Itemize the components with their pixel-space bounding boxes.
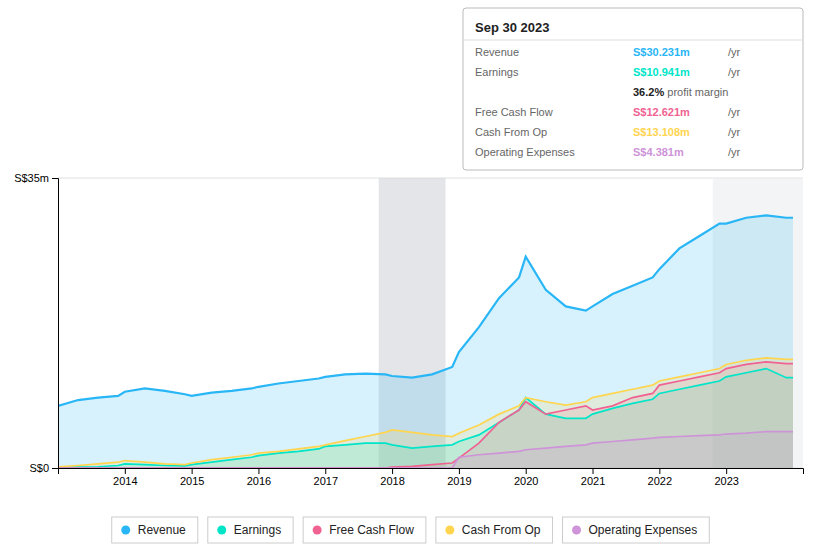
x-axis: 2014 2015 2016 2017 2018 2019 2020 2021 2022 2023 — [59, 468, 804, 487]
info-unit: /yr — [725, 126, 741, 138]
legend-box — [563, 517, 710, 543]
x-tick-label: 2021 — [581, 475, 605, 487]
y-tick-mark — [52, 468, 58, 469]
legend-box — [436, 517, 553, 543]
x-tick: 2017 — [314, 468, 338, 487]
series-line — [58, 362, 793, 468]
legend-box — [208, 517, 293, 543]
info-unit: /yr — [725, 146, 741, 158]
legend-label: Earnings — [234, 523, 281, 537]
info-value: S$10.941m — [633, 66, 690, 78]
x-tick: 2021 — [581, 468, 605, 487]
x-tick-mark — [659, 468, 660, 474]
x-tick-mark — [325, 468, 326, 474]
x-tick: 2022 — [648, 468, 672, 487]
info-unit: /yr — [725, 46, 741, 58]
info-label: Free Cash Flow — [475, 106, 553, 118]
y-tick-mark — [52, 178, 58, 179]
legend-box — [303, 517, 426, 543]
series-area — [58, 215, 793, 468]
info-value: S$13.108m — [633, 126, 690, 138]
info-unit: /yr — [725, 106, 741, 118]
legend-label: Operating Expenses — [589, 523, 698, 537]
legend-swatch — [572, 526, 581, 535]
x-tick: 2016 — [247, 468, 271, 487]
x-tick: 2020 — [514, 468, 538, 487]
info-box-frame — [463, 8, 803, 170]
y-axis: S$0 S$35m — [14, 172, 58, 474]
x-tick-label: 2023 — [714, 475, 738, 487]
legend-label: Free Cash Flow — [329, 523, 414, 537]
plot-area — [58, 178, 803, 468]
legend-item: Earnings — [208, 517, 293, 543]
legend-swatch — [313, 526, 322, 535]
x-tick-label: 2016 — [247, 475, 271, 487]
legend-swatch — [445, 526, 454, 535]
x-tick-mark — [726, 468, 727, 474]
info-title: Sep 30 2023 — [475, 20, 549, 35]
x-tick-mark — [459, 468, 460, 474]
x-tick-label: 2022 — [648, 475, 672, 487]
x-tick: 2018 — [380, 468, 404, 487]
series-line — [58, 432, 793, 468]
x-tick-mark — [526, 468, 527, 474]
info-value: S$30.231m — [633, 46, 690, 58]
y-tick-label: S$35m — [14, 172, 49, 184]
legend-item: Free Cash Flow — [303, 517, 426, 543]
legend-swatch — [217, 526, 226, 535]
x-tick: 2019 — [447, 468, 471, 487]
series-line — [58, 369, 793, 468]
x-tick-mark — [392, 468, 393, 474]
y-tick: S$35m — [14, 172, 58, 184]
y-tick-label: S$0 — [29, 462, 49, 474]
x-tick-mark — [593, 468, 594, 474]
x-tick-mark — [125, 468, 126, 474]
series-line — [58, 215, 793, 406]
x-tick-label: 2019 — [447, 475, 471, 487]
x-tick: 2023 — [714, 468, 738, 487]
x-tick-mark — [258, 468, 259, 474]
x-tick-label: 2014 — [113, 475, 137, 487]
x-tick-label: 2015 — [180, 475, 204, 487]
info-note: profit margin — [664, 86, 728, 98]
series-area — [58, 358, 793, 468]
info-label: Revenue — [475, 46, 519, 58]
info-unit: /yr — [725, 66, 741, 78]
info-label: Operating Expenses — [475, 146, 575, 158]
legend-swatch — [121, 526, 130, 535]
series-line — [58, 358, 793, 467]
y-tick: S$0 — [29, 462, 58, 474]
legend-box — [112, 517, 198, 543]
info-value: S$12.621m — [633, 106, 690, 118]
y-axis-line — [52, 179, 59, 469]
x-tick-label: 2020 — [514, 475, 538, 487]
legend-label: Revenue — [138, 523, 186, 537]
x-tick: 2015 — [180, 468, 204, 487]
x-tick-label: 2017 — [314, 475, 338, 487]
chart: 2014 2015 2016 2017 2018 2019 2020 2021 2022 2023… — [0, 0, 821, 560]
info-divider — [463, 40, 803, 41]
series-area — [58, 432, 793, 468]
info-label: Earnings — [475, 66, 519, 78]
info-box: Sep 30 2023 Revenue S$30.231m /yr Earnings S… — [463, 8, 803, 170]
legend-item: Revenue — [112, 517, 198, 543]
legend-item: Cash From Op — [436, 517, 553, 543]
x-tick-label: 2018 — [380, 475, 404, 487]
info-label: Cash From Op — [475, 126, 547, 138]
info-note-bold: 36.2% — [633, 86, 664, 98]
legend-item: Operating Expenses — [563, 517, 710, 543]
legend: Revenue Earnings Free Cash Flow Cash From O… — [112, 517, 710, 543]
x-tick-mark — [192, 468, 193, 474]
x-axis-line — [59, 469, 804, 475]
grid — [58, 178, 803, 468]
x-tick: 2014 — [113, 468, 137, 487]
info-value: S$4.381m — [633, 146, 684, 158]
legend-label: Cash From Op — [462, 523, 541, 537]
